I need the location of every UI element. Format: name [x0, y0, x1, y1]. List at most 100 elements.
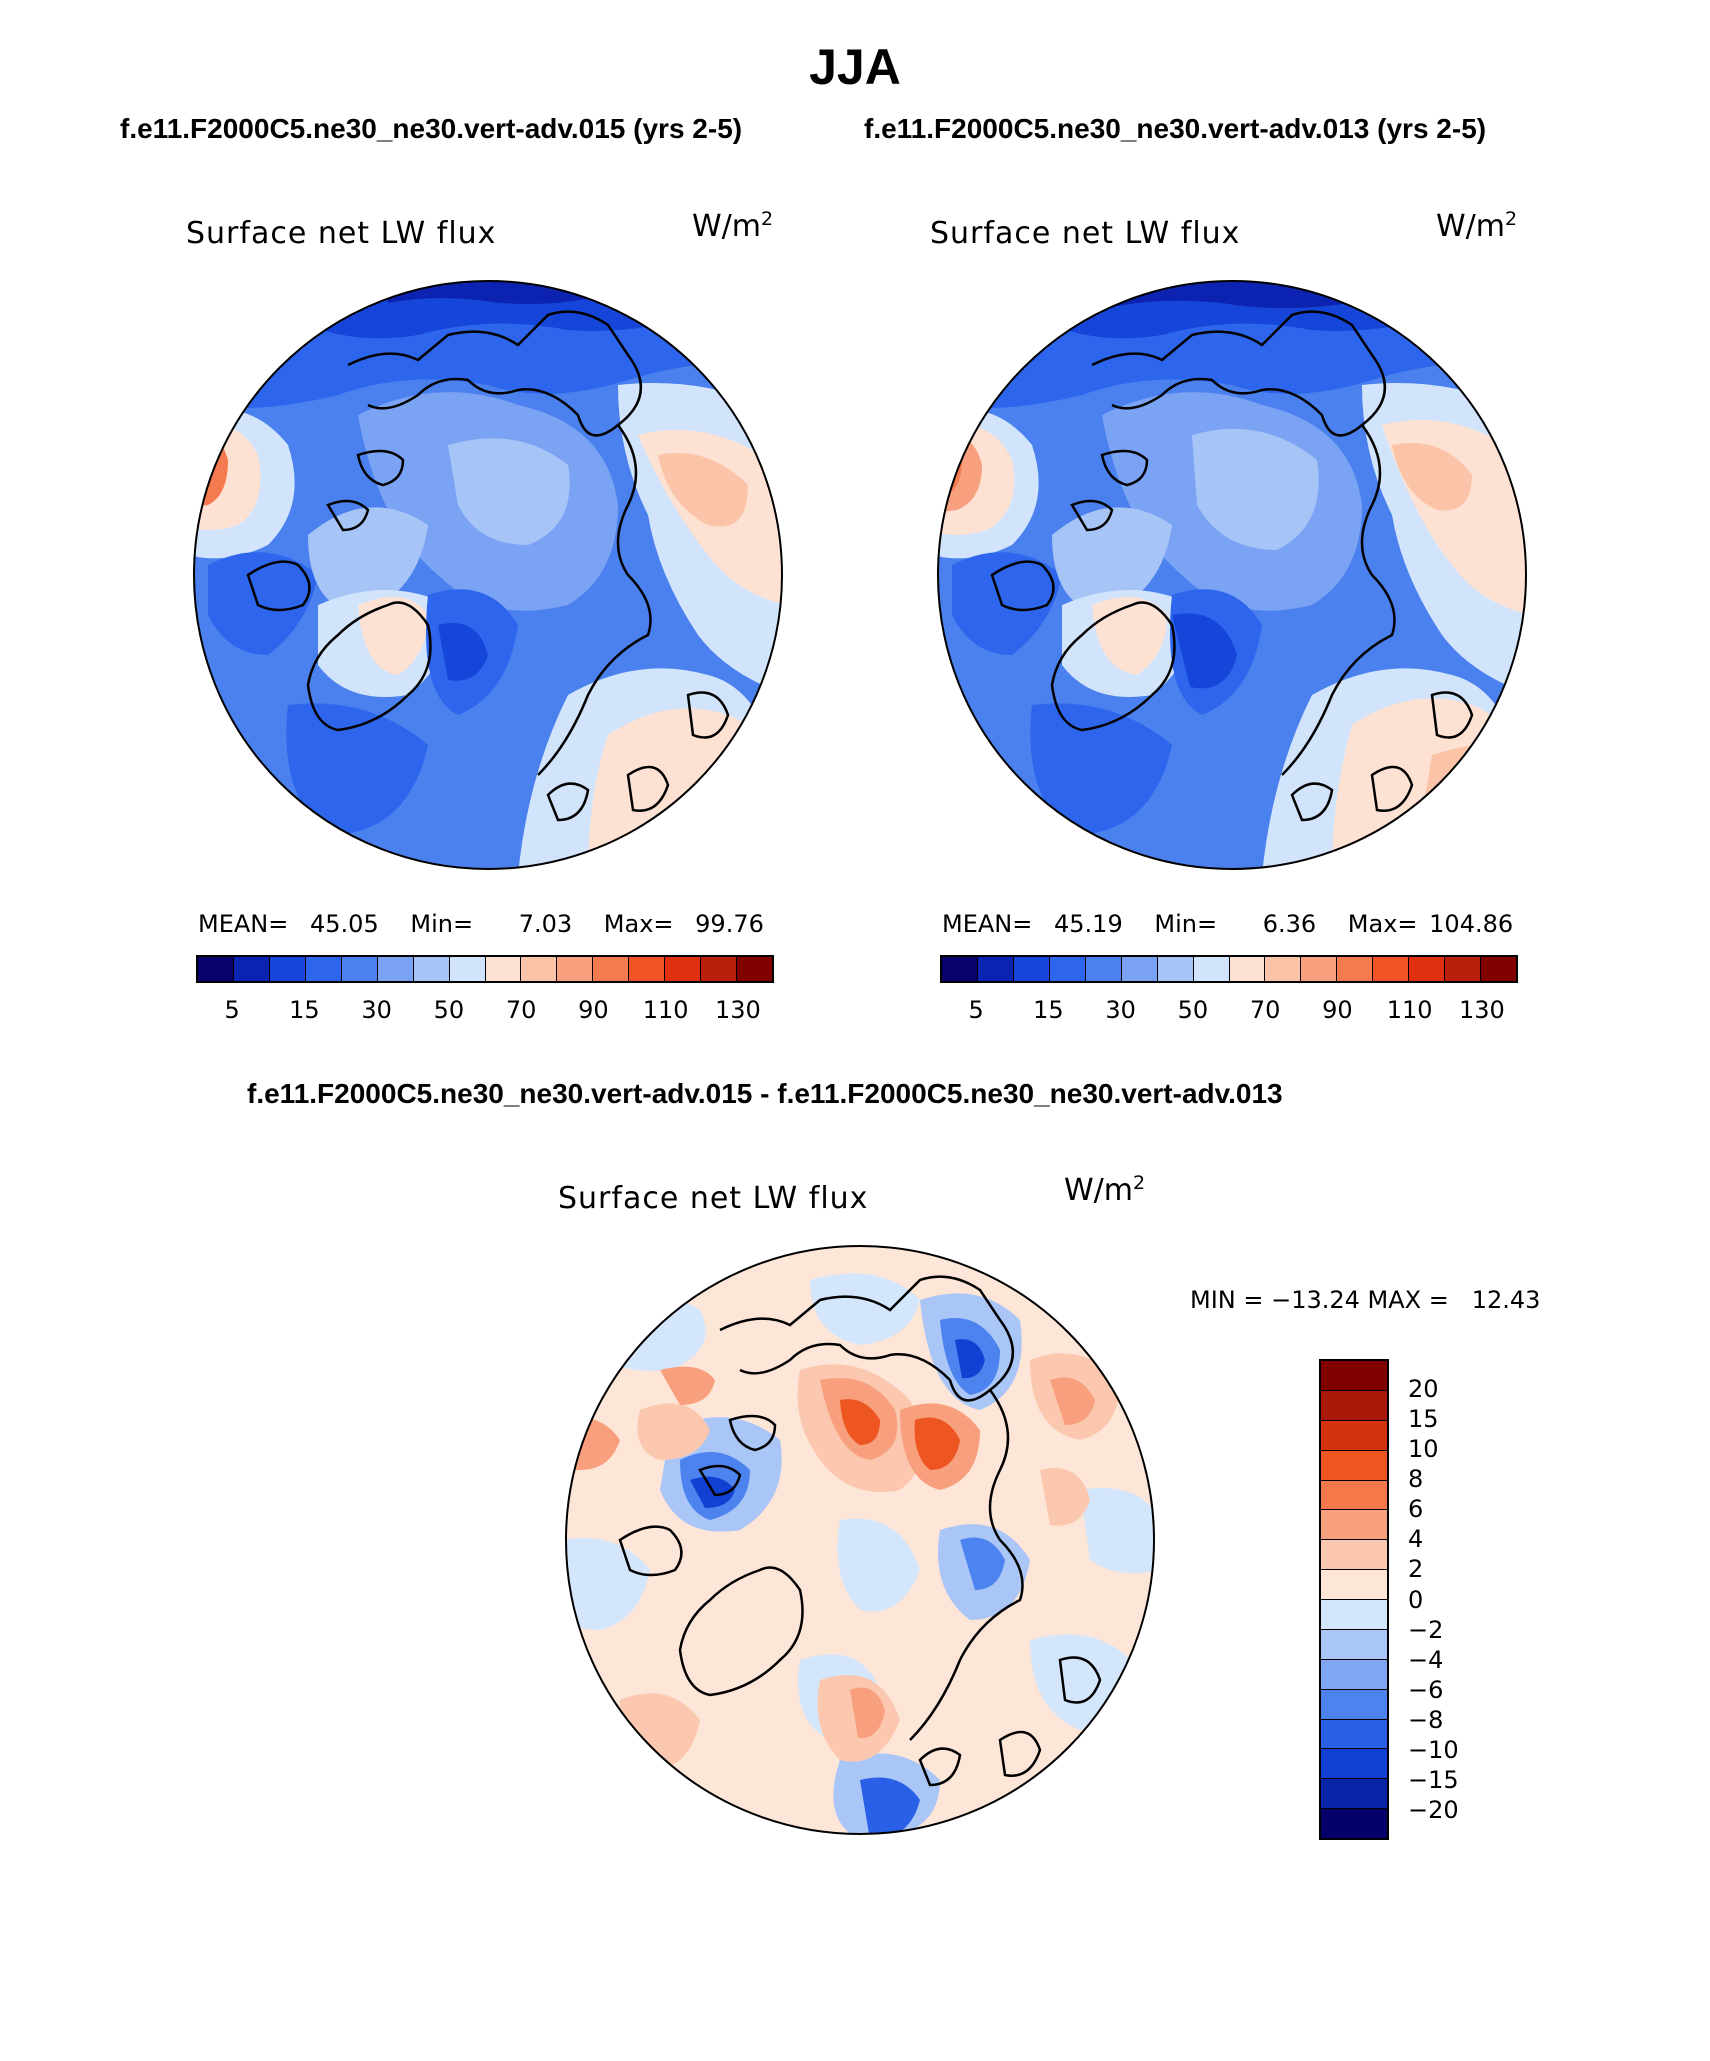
right-colorbar-swatch [1193, 957, 1230, 981]
left-colorbar-swatch [198, 957, 234, 981]
left-min-value: 7.03 [518, 910, 573, 938]
difference-title: f.e11.F2000C5.ne30_ne30.vert-adv.015 - f… [247, 1078, 1283, 1109]
diff-colorbar-swatch [1321, 1809, 1387, 1838]
right-min-value: 6.36 [1262, 910, 1317, 938]
right-colorbar-swatch [1373, 957, 1410, 981]
right-colorbar-swatch [1337, 957, 1374, 981]
left-variable-label: Surface net LW flux [186, 216, 497, 251]
left-mean-value: 45.05 [310, 910, 379, 938]
left-colorbar-swatch [593, 957, 630, 981]
diff-colorbar-tick-label: 20 [1408, 1375, 1439, 1404]
right-run-title: f.e11.F2000C5.ne30_ne30.vert-adv.013 (yr… [864, 113, 1487, 144]
diff-colorbar-tick-label: 8 [1408, 1465, 1424, 1494]
diff-units-label: W/m2 [1064, 1172, 1146, 1208]
left-colorbar-swatch [665, 957, 702, 981]
left-colorbar-tick-label: 90 [578, 996, 609, 1024]
left-colorbar-swatch [233, 957, 270, 981]
right-colorbar-swatch [977, 957, 1014, 981]
right-colorbar [940, 955, 1518, 983]
left-colorbar-swatch [701, 957, 738, 981]
diff-colorbar-swatch [1321, 1749, 1387, 1780]
left-colorbar-swatch [521, 957, 558, 981]
right-colorbar-tick-label: 30 [1105, 996, 1136, 1024]
left-colorbar [196, 955, 774, 983]
right-colorbar-tick-label: 130 [1458, 996, 1505, 1024]
left-min-label: Min= [410, 910, 474, 938]
diff-colorbar-swatch [1321, 1629, 1387, 1660]
figure-title: JJA [809, 39, 901, 95]
diff-colorbar-tick-label: −6 [1408, 1675, 1444, 1704]
right-colorbar-tick-label: 90 [1322, 996, 1353, 1024]
right-colorbar-swatch [1121, 957, 1158, 981]
left-colorbar-swatch [341, 957, 378, 981]
right-colorbar-swatch [1049, 957, 1086, 981]
right-colorbar-swatch [1157, 957, 1194, 981]
left-colorbar-tick-label: 70 [505, 996, 537, 1024]
diff-colorbar-tick-label: −15 [1408, 1765, 1459, 1794]
right-variable-label: Surface net LW flux [930, 216, 1241, 251]
left-colorbar-swatch [629, 957, 666, 981]
diff-colorbar-tick-label: 2 [1408, 1555, 1424, 1584]
right-min-label: Min= [1154, 910, 1218, 938]
diff-colorbar-tick-label: −2 [1408, 1615, 1444, 1644]
left-colorbar-swatch [449, 957, 486, 981]
diff-colorbar-tick-label: 0 [1408, 1585, 1424, 1614]
left-colorbar-tick-label: 15 [289, 996, 320, 1024]
right-colorbar-swatch [1409, 957, 1446, 981]
diff-polar-map [565, 1245, 1155, 1835]
right-colorbar-swatch [1481, 957, 1516, 981]
right-colorbar-tick-label: 50 [1177, 996, 1209, 1024]
right-colorbar-tick-label: 15 [1033, 996, 1064, 1024]
right-colorbar-swatch [1301, 957, 1338, 981]
diff-colorbar-swatch [1321, 1689, 1387, 1720]
right-mean-value: 45.19 [1054, 910, 1123, 938]
diff-colorbar-swatch [1321, 1361, 1387, 1391]
diff-colorbar-tick-label: −8 [1408, 1705, 1444, 1734]
right-stats: MEAN= 45.19 Min= 6.36 Max= 104.86 [942, 910, 1513, 938]
left-polar-map [193, 280, 783, 870]
diff-colorbar-tick-label: −20 [1408, 1795, 1459, 1824]
right-colorbar-tick-label: 5 [968, 996, 984, 1024]
left-colorbar-swatch [413, 957, 450, 981]
diff-colorbar-swatch [1321, 1600, 1387, 1630]
diff-colorbar-ticks: 20 15 10 8 6 4 2 0 −2 −4 −6 −8 −10 −15 −20 [1408, 1359, 1488, 1840]
diff-colorbar-swatch [1321, 1420, 1387, 1451]
diff-colorbar [1319, 1359, 1389, 1840]
left-colorbar-tick-label: 50 [433, 996, 465, 1024]
right-colorbar-swatch [1445, 957, 1482, 981]
right-colorbar-swatch [942, 957, 978, 981]
diff-colorbar-tick-label: −4 [1408, 1645, 1444, 1674]
diff-colorbar-tick-label: −10 [1408, 1735, 1459, 1764]
right-polar-map [937, 280, 1527, 870]
left-units-label: W/m2 [692, 208, 774, 244]
diff-colorbar-swatch [1321, 1540, 1387, 1571]
left-max-label: Max= [603, 910, 674, 938]
diff-minmax: MIN = −13.24 MAX = 12.43 [1190, 1286, 1541, 1314]
diff-colorbar-swatch [1321, 1719, 1387, 1750]
diff-variable-label: Surface net LW flux [558, 1181, 869, 1216]
left-colorbar-swatch [737, 957, 772, 981]
diff-colorbar-tick-label: 4 [1408, 1525, 1424, 1554]
right-colorbar-swatch [1085, 957, 1122, 981]
diff-colorbar-tick-label: 6 [1408, 1495, 1424, 1524]
diff-colorbar-tick-label: 10 [1408, 1435, 1439, 1464]
diff-colorbar-swatch [1321, 1659, 1387, 1690]
right-mean-label: MEAN= [942, 910, 1033, 938]
left-stats: MEAN= 45.05 Min= 7.03 Max= 99.76 [198, 910, 764, 938]
right-max-label: Max= [1347, 910, 1418, 938]
right-colorbar-tick-label: 110 [1386, 996, 1433, 1024]
diff-colorbar-swatch [1321, 1480, 1387, 1511]
left-colorbar-swatch [377, 957, 414, 981]
diff-colorbar-swatch [1321, 1390, 1387, 1421]
left-max-value: 99.76 [695, 910, 764, 938]
left-colorbar-tick-label: 130 [714, 996, 761, 1024]
left-colorbar-swatch [269, 957, 306, 981]
left-colorbar-tick-label: 30 [361, 996, 392, 1024]
left-colorbar-tick-label: 110 [642, 996, 689, 1024]
right-units-label: W/m2 [1436, 208, 1518, 244]
left-colorbar-tick-label: 5 [224, 996, 240, 1024]
right-colorbar-swatch [1265, 957, 1302, 981]
right-colorbar-tick-label: 70 [1249, 996, 1281, 1024]
left-mean-label: MEAN= [198, 910, 289, 938]
right-colorbar-swatch [1013, 957, 1050, 981]
